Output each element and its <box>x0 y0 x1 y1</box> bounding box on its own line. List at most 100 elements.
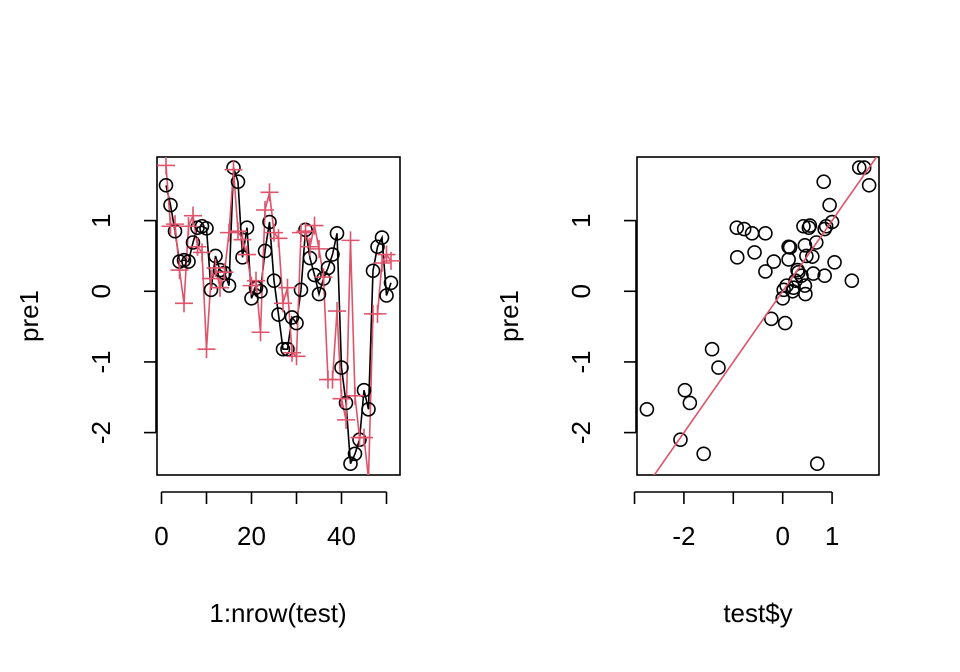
scatter-point <box>786 280 801 296</box>
fitted-point <box>184 206 202 225</box>
right-y-tick-label: 1 <box>566 213 596 227</box>
fitted-point <box>368 304 387 323</box>
pre1-point <box>158 177 174 193</box>
pre1-point <box>365 263 381 279</box>
scatter-point <box>758 226 773 241</box>
fitted-point <box>193 243 211 262</box>
fitted-point <box>301 237 319 256</box>
pre1-point <box>257 243 273 259</box>
left-panel-line-plot: 0 20 40 -2 -1 0 1 1:nrow(test) pre1 <box>14 156 401 628</box>
right-plot-frame <box>636 156 880 476</box>
pre1-point <box>383 275 399 291</box>
scatter-point <box>809 456 825 471</box>
scatter-point <box>777 315 793 331</box>
scatter-point <box>696 446 711 462</box>
fitted-point <box>269 229 288 248</box>
fitted-point <box>310 239 328 258</box>
pre1-point <box>343 456 358 471</box>
scatter-point <box>822 197 837 213</box>
left-y-axis-title: pre1 <box>14 290 44 342</box>
pre1-point <box>325 247 340 262</box>
scatter-point <box>796 218 811 234</box>
fitted-point <box>202 269 220 288</box>
scatter-point <box>776 282 791 298</box>
left-y-tick-label: -1 <box>86 350 116 373</box>
left-x-tick-label: 0 <box>154 521 168 551</box>
scatter-point <box>766 254 782 269</box>
fitted-point <box>175 294 193 313</box>
fitted-point <box>247 271 265 290</box>
pre1-point <box>289 315 304 331</box>
fitted-point <box>337 410 355 429</box>
right-panel-scatter-plot: -2 0 1 -2 -1 0 1 test$y pre1 <box>494 156 880 628</box>
pre1-point <box>379 288 394 303</box>
left-x-axis: 0 20 40 <box>154 491 388 551</box>
pre1-point <box>275 341 291 357</box>
right-y-tick-label: 0 <box>566 284 596 298</box>
right-data-marks <box>639 157 878 475</box>
right-y-tick-label: -2 <box>566 421 596 444</box>
left-x-tick-label: 20 <box>237 521 266 551</box>
fitted-point <box>283 343 301 362</box>
fit-line <box>653 157 878 475</box>
pre1-point <box>320 260 336 276</box>
right-x-tick-label: 1 <box>825 521 839 551</box>
pre1-point <box>230 174 246 190</box>
scatter-point <box>797 278 813 293</box>
pre1-point <box>199 221 214 236</box>
right-x-axis: -2 0 1 <box>633 491 839 551</box>
scatter-point <box>808 235 824 250</box>
scatter-point <box>844 273 860 288</box>
left-x-axis-title: 1:nrow(test) <box>209 598 346 628</box>
scatter-point <box>747 245 762 260</box>
fitted-point <box>220 223 238 242</box>
fitted-point <box>166 215 184 234</box>
pre1-point <box>311 286 327 302</box>
scatter-point <box>781 252 796 267</box>
fitted-point <box>382 251 400 270</box>
scatter-point <box>799 248 814 264</box>
right-x-axis-title: test$y <box>723 598 792 628</box>
pre1-point <box>347 446 363 462</box>
pre1-point <box>334 360 349 375</box>
scatter-point <box>802 218 818 233</box>
pre1-point <box>239 220 255 235</box>
right-x-tick-label: -2 <box>672 521 695 551</box>
fitted-point <box>373 254 391 272</box>
right-y-axis-title: pre1 <box>494 290 524 342</box>
scatter-point <box>744 226 760 241</box>
scatter-point <box>729 220 745 235</box>
fitted-point <box>346 386 364 405</box>
scatter-point <box>818 218 834 234</box>
pre1-point <box>374 230 390 245</box>
pre1-point <box>307 267 322 283</box>
left-y-tick-label: 0 <box>86 284 116 298</box>
right-y-axis: -2 -1 0 1 <box>566 213 637 444</box>
scatter-point <box>764 311 779 327</box>
scatter-point <box>677 382 693 398</box>
fitted-point <box>367 469 370 475</box>
fitted-point <box>341 231 360 250</box>
left-plot-frame <box>156 156 401 476</box>
fitted-point <box>260 183 279 202</box>
fitted-point <box>314 268 333 287</box>
scatter-point <box>851 160 867 175</box>
pre1-point <box>329 226 345 241</box>
scatter-point <box>736 221 752 237</box>
fitted-point <box>256 201 274 219</box>
pre1-point <box>181 254 196 269</box>
fitted-point <box>323 370 342 389</box>
fitted-point <box>251 323 270 342</box>
fitted-point <box>215 263 234 282</box>
fitted-point <box>170 261 189 280</box>
fitted-point <box>328 302 346 321</box>
pre1-point <box>370 239 385 255</box>
scatter-point <box>816 174 831 190</box>
fitted-point <box>332 389 351 408</box>
fitted-point <box>274 294 292 313</box>
fitted-point <box>211 278 229 297</box>
pre1-point <box>293 282 309 298</box>
fitted-point <box>229 222 247 241</box>
fitted-point <box>179 217 198 236</box>
